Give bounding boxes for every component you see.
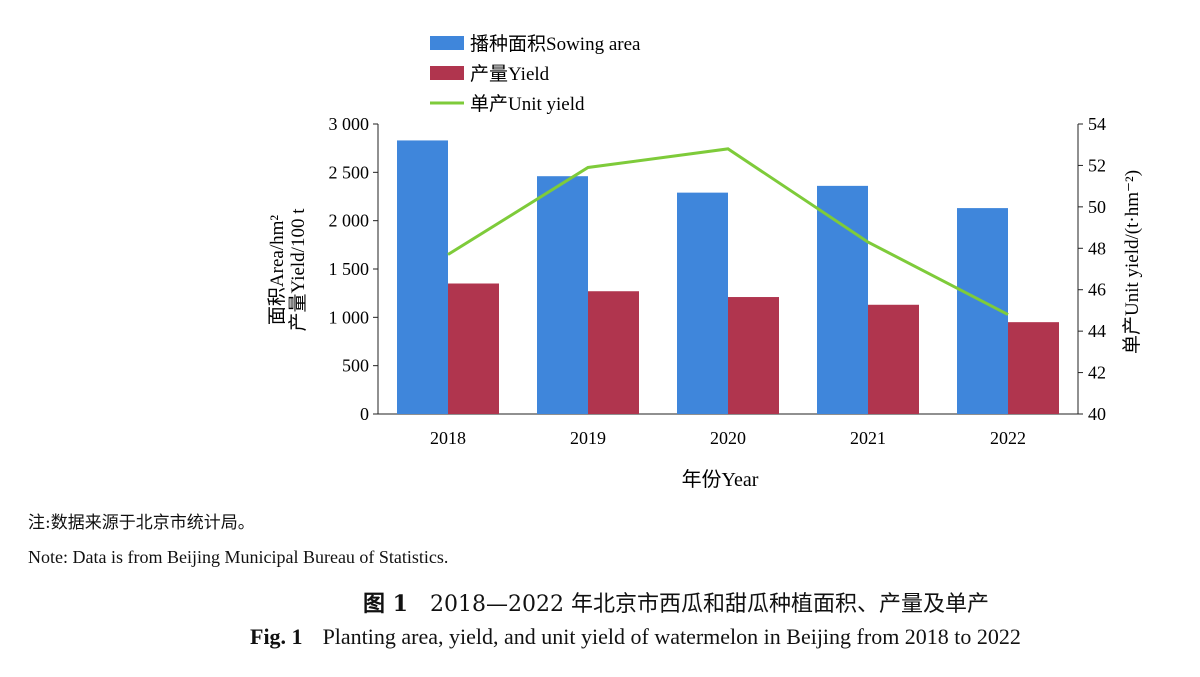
caption-cn-text: 2018—2022 年北京市西瓜和甜瓜种植面积、产量及单产 — [429, 592, 989, 617]
y-axis-left-label-yield: 产量Yield/100 t — [287, 208, 309, 332]
bar-yield-2021 — [868, 304, 919, 414]
combo-chart: 播种面积Sowing area 产量Yield 单产Unit yield 0 500 1… — [266, 33, 1143, 491]
legend-label-0: 播种面积Sowing area — [470, 33, 641, 55]
caption-en-text: Planting area, yield, and unit yield of … — [322, 624, 1021, 649]
y-left-tick-label: 1 500 — [329, 259, 370, 279]
y-axis-right-label: 单产Unit yield/(t·hm⁻²) — [1121, 170, 1143, 354]
bar-yield-2019 — [588, 291, 639, 414]
bar-sowing-area-2021 — [817, 185, 868, 414]
x-tick-label: 2022 — [990, 428, 1026, 448]
x-tick-label: 2020 — [710, 428, 746, 448]
y-left-tick-label: 500 — [342, 356, 369, 376]
legend-swatch-0 — [430, 36, 464, 50]
y-left-tick-label: 2 500 — [329, 162, 370, 182]
line-series — [447, 147, 1009, 316]
legend-label-2: 单产Unit yield — [470, 93, 585, 115]
legend-swatch-1 — [430, 66, 464, 80]
y-right-tick-label: 48 — [1088, 238, 1106, 258]
data-source-note-cn: 注:数据来源于北京市统计局。 — [28, 513, 255, 533]
bar-yield-2018 — [448, 283, 499, 414]
y-right-tick-label: 42 — [1088, 363, 1106, 383]
y-right-tick-label: 44 — [1088, 321, 1106, 341]
figure-caption-cn: 图 1 2018—2022 年北京市西瓜和甜瓜种植面积、产量及单产 — [363, 586, 989, 618]
y-right-tick-label: 52 — [1088, 155, 1106, 175]
y-right-tick-label: 54 — [1088, 114, 1106, 134]
legend-label-1: 产量Yield — [470, 63, 550, 85]
y-axis-left-label-area: 面积Area/hm² — [266, 215, 288, 325]
bars — [397, 140, 1059, 414]
x-tick-label: 2018 — [430, 428, 466, 448]
y-left-tick-label: 0 — [360, 404, 369, 424]
y-left-tick-label: 2 000 — [329, 211, 370, 231]
data-source-note-en: Note: Data is from Beijing Municipal Bur… — [28, 547, 449, 567]
bar-sowing-area-2019 — [537, 176, 588, 414]
caption-cn-label: 图 1 — [363, 591, 408, 617]
axes: 0 500 1 000 1 500 2 000 2 500 3 000 40 42 44 46 48 5… — [329, 114, 1107, 448]
y-left-tick-label: 3 000 — [329, 114, 370, 134]
y-right-tick-label: 50 — [1088, 197, 1106, 217]
y-right-tick-label: 46 — [1088, 280, 1106, 300]
x-tick-label: 2021 — [850, 428, 886, 448]
figure-caption-en: Fig. 1 Planting area, yield, and unit yie… — [250, 624, 1021, 650]
bar-sowing-area-2020 — [677, 192, 728, 414]
y-left-tick-label: 1 000 — [329, 307, 370, 327]
bar-sowing-area-2018 — [397, 140, 448, 414]
x-tick-label: 2019 — [570, 428, 606, 448]
bar-yield-2020 — [728, 297, 779, 414]
caption-en-label: Fig. 1 — [250, 624, 303, 649]
bar-yield-2022 — [1008, 322, 1059, 414]
legend: 播种面积Sowing area 产量Yield 单产Unit yield — [430, 33, 641, 115]
y-right-tick-label: 40 — [1088, 404, 1106, 424]
x-axis-label: 年份Year — [682, 468, 759, 491]
